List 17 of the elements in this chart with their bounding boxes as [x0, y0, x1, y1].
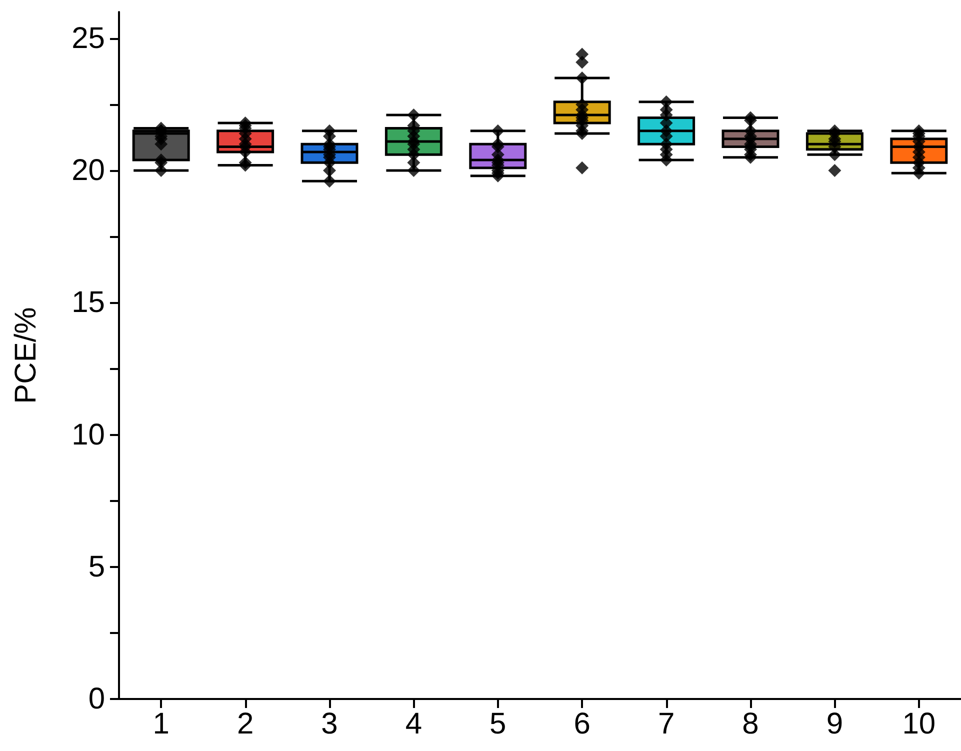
x-tick-label: 5	[490, 708, 506, 740]
y-axis-title: PCE/%	[10, 307, 42, 404]
x-tick-label: 8	[742, 708, 759, 740]
x-tick-label: 1	[152, 708, 170, 740]
y-tick-label: 20	[72, 154, 105, 188]
x-tick-label: 3	[321, 708, 338, 740]
x-tick-label: 2	[236, 708, 254, 740]
y-tick-label: 25	[72, 22, 105, 55]
x-tick-label: 10	[902, 708, 936, 740]
x-tick-label: 4	[405, 708, 422, 740]
x-tick-label: 6	[574, 708, 590, 740]
x-tick-label: 7	[658, 708, 675, 740]
y-tick-label: 0	[88, 682, 105, 716]
x-tick-label: 9	[826, 708, 844, 740]
y-tick-label: 5	[88, 550, 105, 584]
y-tick-label: 10	[72, 418, 105, 452]
y-tick-label: 15	[72, 286, 105, 320]
